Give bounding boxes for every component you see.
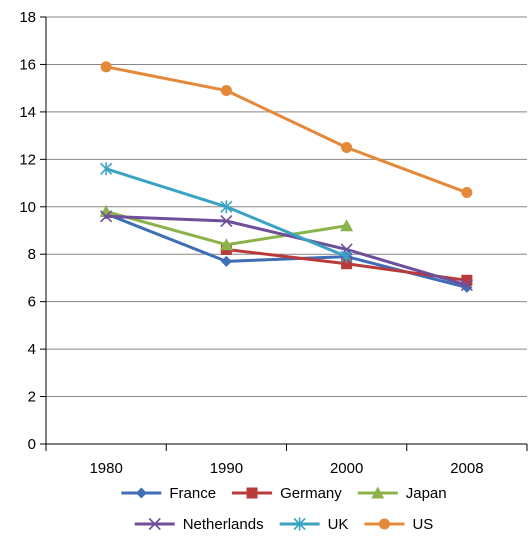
marker-stroke	[460, 278, 473, 292]
data-point-uk	[220, 200, 233, 214]
data-point-germany	[341, 258, 353, 270]
series-netherlands	[100, 210, 473, 292]
data-point-uk	[100, 162, 113, 176]
y-tick-label: 0	[28, 436, 36, 453]
legend-item-japan: Japan	[357, 485, 447, 502]
legend-item-uk: UK	[279, 516, 349, 533]
legend-item-france: France	[121, 485, 216, 502]
y-tick-label: 10	[19, 199, 36, 216]
marker-stroke	[100, 210, 113, 223]
x-tick-label: 1980	[89, 460, 122, 477]
data-point-netherlands	[220, 214, 233, 228]
y-tick-label: 16	[19, 56, 36, 73]
series-uk	[100, 162, 353, 264]
data-point-us	[341, 141, 353, 153]
series-line-us	[104, 65, 469, 195]
data-point-netherlands	[460, 278, 473, 292]
legend-marker	[371, 486, 385, 499]
legend: France Germany Japan Netherlands UK US	[121, 485, 447, 533]
x-tick-label: 2008	[450, 460, 483, 477]
series-france	[100, 208, 473, 293]
data-point-netherlands	[100, 210, 113, 223]
legend-label: UK	[328, 516, 349, 533]
data-point-us	[220, 85, 232, 97]
legend-label: Netherlands	[183, 516, 264, 533]
y-tick-label: 18	[19, 9, 36, 26]
marker-stroke	[148, 517, 161, 531]
legend-item-us: US	[364, 516, 433, 533]
legend-marker	[293, 517, 306, 531]
y-tick-label: 2	[28, 389, 36, 406]
gridlines	[46, 16, 527, 398]
data-point-us	[461, 187, 473, 199]
data-point-us	[100, 61, 112, 73]
legend-marker	[148, 517, 161, 531]
legend-marker	[135, 487, 147, 499]
y-tick-label: 4	[28, 341, 36, 358]
data-point-germany	[461, 274, 473, 286]
legend-marker	[378, 518, 390, 530]
axes: 0 2 4 6 8 10 12 14 16 18 1980 1990 2000 2008	[19, 9, 528, 477]
data-point-uk	[340, 250, 353, 264]
series-us	[100, 61, 473, 199]
legend-item-netherlands: Netherlands	[134, 516, 264, 533]
data-point-japan	[219, 238, 233, 251]
series-line-netherlands	[104, 214, 469, 287]
legend-item-germany: Germany	[232, 485, 342, 502]
legend-marker	[246, 487, 258, 499]
series-lines	[99, 61, 473, 293]
x-tick-label: 2000	[330, 460, 363, 477]
data-point-france	[220, 255, 232, 267]
legend-label: Japan	[406, 485, 447, 502]
legend-label: US	[412, 516, 433, 533]
y-tick-label: 8	[28, 246, 36, 263]
legend-label: Germany	[280, 485, 342, 502]
data-point-japan	[340, 219, 354, 232]
marker-stroke	[220, 214, 233, 228]
x-tick-label: 1990	[210, 460, 243, 477]
y-tick-label: 14	[19, 104, 36, 121]
y-tick-label: 12	[19, 151, 36, 168]
legend-label: France	[169, 485, 216, 502]
y-tick-label: 6	[28, 294, 36, 311]
